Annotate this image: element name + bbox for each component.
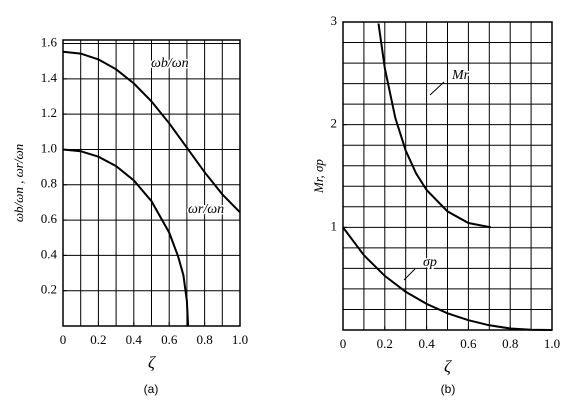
y-tick-label: 1.2	[41, 105, 57, 120]
x-axis-label: ζ	[444, 357, 452, 376]
series-label: ωr/ωn	[188, 202, 224, 217]
caption: (b)	[441, 382, 456, 396]
x-tick-label: 1.0	[544, 336, 560, 351]
x-tick-label: 1.0	[232, 332, 248, 347]
x-tick-label: 0.4	[126, 332, 143, 347]
y-axis-label: Mr, σp	[311, 159, 326, 194]
y-tick-label: 0.8	[41, 176, 57, 191]
y-tick-label: 3	[331, 13, 338, 28]
x-tick-label: 0.8	[196, 332, 212, 347]
leader-line	[403, 268, 416, 281]
series-label: σp	[423, 255, 437, 270]
curve	[377, 23, 491, 229]
y-axis-label: ωb/ωn , ωr/ωn	[11, 144, 26, 222]
y-tick-label: 1.0	[41, 140, 57, 155]
curve	[62, 148, 190, 327]
series-label: Mr	[451, 68, 470, 83]
y-tick-label: 2	[331, 116, 338, 131]
x-tick-label: 0.4	[418, 336, 435, 351]
x-tick-label: 0	[60, 332, 67, 347]
y-tick-label: 1	[331, 218, 338, 233]
curve	[342, 226, 553, 331]
x-axis-label: ζ	[148, 353, 156, 372]
x-tick-label: 0.2	[90, 332, 106, 347]
leader-line	[429, 81, 445, 96]
y-tick-label: 1.4	[41, 70, 58, 85]
series-label: ωb/ωn	[151, 56, 189, 71]
x-tick-label: 0.8	[502, 336, 518, 351]
y-tick-label: 1.6	[41, 35, 58, 50]
plot-frame	[342, 21, 553, 331]
caption: (a)	[144, 382, 159, 396]
y-tick-label: 0.2	[41, 282, 57, 297]
curve	[62, 50, 241, 214]
x-tick-label: 0.2	[377, 336, 393, 351]
x-tick-label: 0	[340, 336, 347, 351]
y-tick-label: 0.4	[41, 246, 58, 261]
y-tick-label: 0.6	[41, 211, 58, 226]
x-tick-label: 0.6	[460, 336, 477, 351]
plot-frame	[62, 39, 241, 327]
x-tick-label: 0.6	[161, 332, 178, 347]
